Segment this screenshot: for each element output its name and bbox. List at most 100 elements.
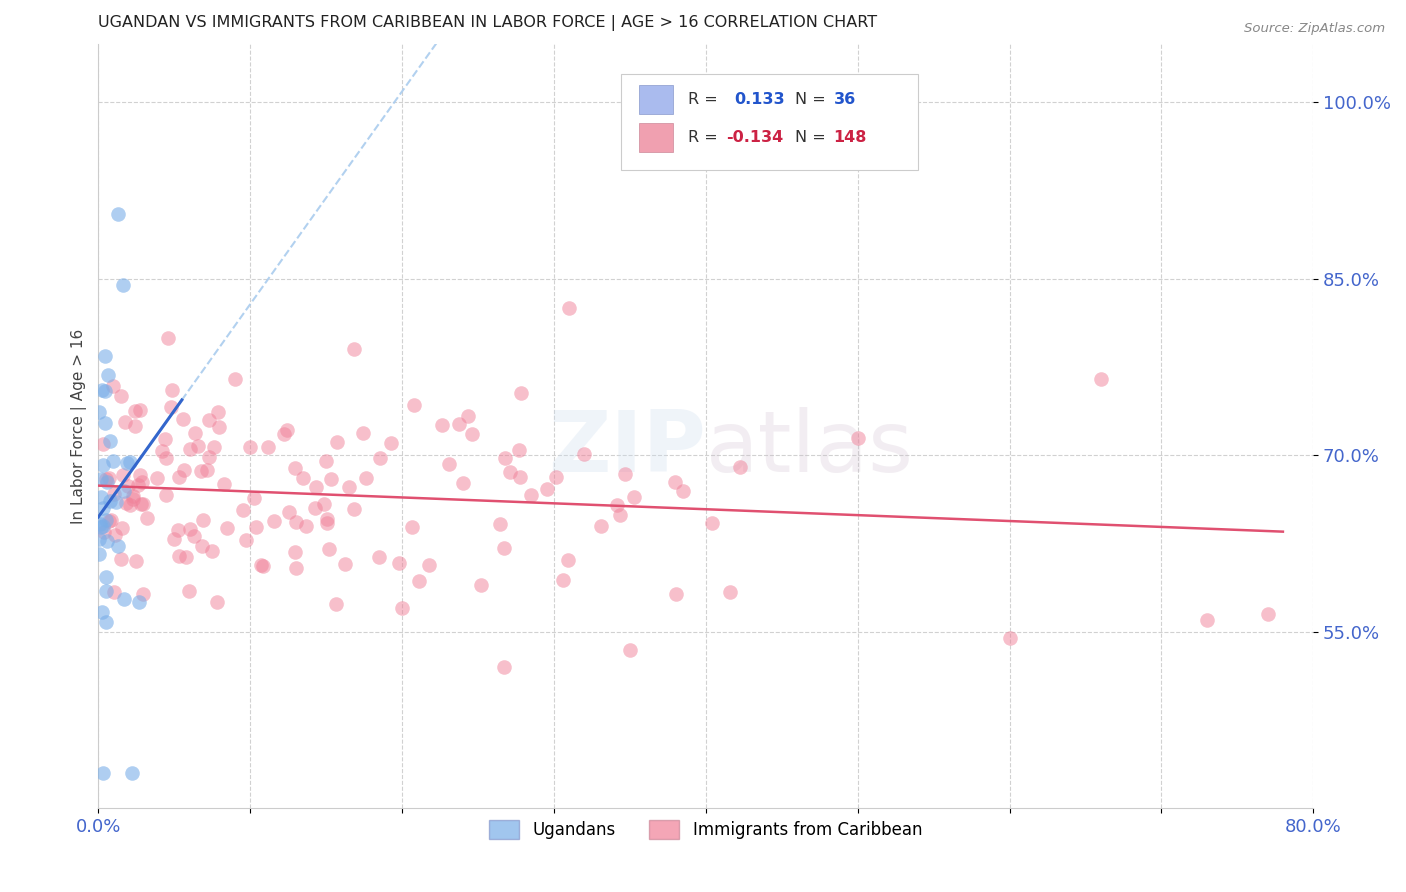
Point	[174, 549, 197, 564]
Point	[191, 513, 214, 527]
Text: atlas: atlas	[706, 408, 914, 491]
Point	[98, 494, 121, 508]
Point	[278, 505, 301, 519]
Point	[224, 372, 246, 386]
Point	[508, 443, 530, 458]
Point	[998, 631, 1021, 645]
Point	[93, 525, 115, 540]
Point	[304, 501, 326, 516]
Point	[91, 605, 114, 619]
Point	[665, 586, 688, 600]
Point	[173, 463, 195, 477]
Point	[315, 516, 337, 530]
Point	[146, 470, 169, 484]
Point	[183, 425, 205, 440]
Point	[162, 384, 184, 398]
Point	[284, 461, 307, 475]
Point	[354, 471, 377, 485]
Point	[121, 766, 143, 780]
Point	[94, 384, 117, 398]
Point	[252, 559, 274, 574]
Point	[111, 521, 134, 535]
Point	[509, 470, 531, 484]
Point	[461, 427, 484, 442]
Point	[728, 459, 751, 474]
Point	[94, 472, 117, 486]
Text: 148: 148	[834, 130, 866, 145]
Text: 36: 36	[834, 92, 856, 107]
Point	[388, 556, 411, 570]
FancyBboxPatch shape	[638, 123, 673, 153]
Text: Source: ZipAtlas.com: Source: ZipAtlas.com	[1244, 22, 1385, 36]
Point	[664, 475, 686, 490]
Point	[494, 541, 516, 555]
Text: R =: R =	[688, 130, 723, 145]
Point	[166, 523, 188, 537]
Point	[451, 476, 474, 491]
Point	[160, 401, 183, 415]
Point	[110, 552, 132, 566]
Point	[242, 491, 264, 505]
Point	[326, 435, 349, 450]
Point	[118, 498, 141, 512]
Point	[107, 539, 129, 553]
Point	[1195, 613, 1218, 627]
Point	[128, 595, 150, 609]
Point	[115, 496, 138, 510]
Point	[1090, 372, 1112, 386]
Point	[402, 398, 425, 412]
Point	[94, 615, 117, 629]
Point	[89, 404, 111, 418]
Point	[104, 528, 127, 542]
Point	[190, 464, 212, 478]
Point	[91, 437, 114, 451]
Point	[285, 515, 308, 529]
Point	[177, 584, 200, 599]
Point	[613, 467, 636, 481]
Point	[1257, 607, 1279, 622]
Point	[343, 501, 366, 516]
Point	[380, 435, 402, 450]
Point	[107, 207, 129, 221]
Point	[536, 482, 558, 496]
Point	[494, 450, 516, 465]
Point	[198, 412, 221, 426]
Point	[155, 432, 177, 446]
Point	[316, 512, 339, 526]
Point	[163, 532, 186, 546]
Point	[91, 766, 114, 780]
Point	[217, 521, 239, 535]
Text: N =: N =	[794, 92, 831, 107]
Point	[718, 584, 741, 599]
Legend: Ugandans, Immigrants from Caribbean: Ugandans, Immigrants from Caribbean	[482, 814, 929, 846]
Point	[136, 511, 159, 525]
Point	[263, 514, 285, 528]
Point	[408, 574, 430, 588]
Point	[700, 516, 723, 530]
Point	[619, 642, 641, 657]
Point	[285, 561, 308, 575]
Point	[235, 533, 257, 548]
Point	[544, 470, 567, 484]
Point	[519, 487, 541, 501]
Point	[93, 458, 115, 472]
Point	[672, 483, 695, 498]
Point	[257, 440, 280, 454]
Point	[131, 475, 153, 489]
Point	[200, 544, 222, 558]
Point	[449, 417, 471, 431]
Point	[94, 514, 117, 528]
Point	[112, 484, 135, 499]
Point	[572, 447, 595, 461]
Point	[314, 497, 336, 511]
Point	[114, 415, 136, 429]
Point	[172, 412, 194, 426]
Point	[430, 417, 453, 432]
Point	[187, 439, 209, 453]
Point	[214, 476, 236, 491]
Point	[368, 451, 391, 466]
Point	[333, 557, 356, 571]
Point	[104, 495, 127, 509]
Point	[250, 558, 273, 572]
Point	[499, 465, 522, 479]
